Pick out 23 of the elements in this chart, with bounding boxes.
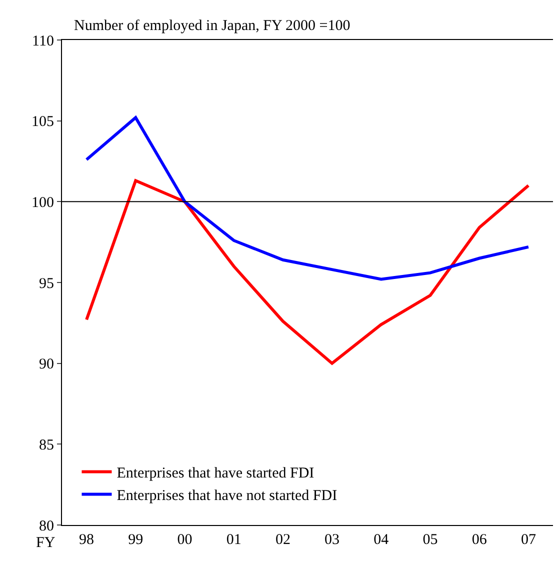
x-tick-label: 01	[226, 532, 242, 548]
x-tick-label: 04	[374, 532, 390, 548]
y-tick-label: 95	[39, 276, 54, 292]
legend-label: Enterprises that have not started FDI	[116, 488, 338, 504]
y-tick-label: 85	[39, 437, 54, 454]
y-tick-label: 110	[32, 33, 54, 50]
x-tick-label: 00	[177, 532, 192, 548]
y-tick-label: 100	[32, 194, 54, 211]
x-tick-label: 07	[520, 532, 536, 548]
y-tick-label: 105	[32, 114, 54, 130]
x-tick-label: 98	[79, 532, 94, 548]
x-tick-label: 02	[275, 532, 290, 548]
line-series	[85, 179, 530, 365]
y-tick-label: 80	[39, 518, 54, 534]
line-series	[85, 116, 530, 281]
legend-label: Enterprises that have started FDI	[116, 466, 314, 482]
chart-title: Number of employed in Japan, FY 2000 =100	[74, 18, 350, 34]
x-tick-label: 06	[472, 532, 488, 548]
x-tick-label: 99	[128, 532, 144, 548]
x-tick-label: 05	[422, 532, 438, 548]
y-tick-label: 90	[39, 356, 54, 373]
x-tick-label: 03	[324, 532, 340, 548]
x-axis-title: FY	[36, 535, 56, 551]
